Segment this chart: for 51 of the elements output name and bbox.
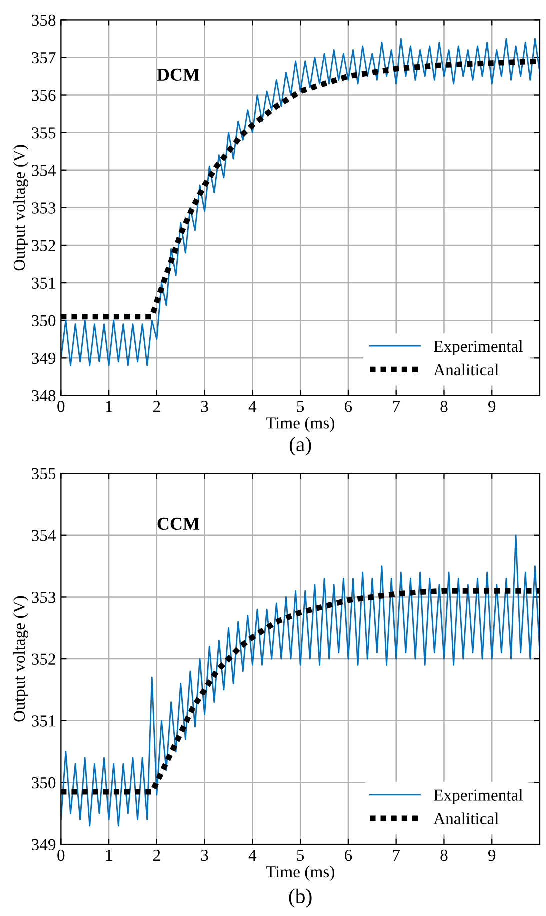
text: (a): [290, 436, 312, 456]
y-tick-label: 352: [32, 240, 56, 252]
x-tick-label: 8: [440, 850, 448, 862]
y-tick-label: 350: [32, 777, 56, 789]
y-tick-label: 355: [32, 128, 56, 139]
y-tick-label: 353: [32, 592, 56, 604]
annotation: DCM: [157, 68, 200, 82]
legend-label: Experimental: [434, 340, 523, 356]
x-axis-title: Time (ms): [266, 417, 334, 432]
y-tick-label: 349: [32, 839, 56, 850]
x-tick-label: 7: [393, 850, 400, 861]
x-tick-label: 7: [393, 401, 400, 412]
legend-label: Analitical: [434, 364, 499, 376]
y-tick-label: 348: [32, 390, 56, 402]
y-tick-label: 354: [32, 530, 56, 542]
x-tick-label: 3: [201, 401, 208, 412]
x-tick-label: 6: [345, 850, 352, 862]
x-tick-label: 4: [248, 401, 257, 412]
y-tick-label: 355: [32, 468, 56, 480]
x-tick-label: 0: [58, 850, 65, 862]
x-tick-label: 9: [488, 850, 496, 862]
legend-label: Experimental: [434, 789, 523, 804]
y-tick-label: 351: [32, 716, 56, 727]
x-axis-title: Time (ms): [266, 866, 334, 882]
x-tick-label: 2: [153, 401, 160, 412]
x-tick-label: 5: [297, 401, 304, 412]
y-axis-title: Output voltage (V): [13, 145, 29, 271]
x-tick-label: 4: [248, 850, 257, 861]
x-tick-label: 3: [201, 850, 208, 862]
y-tick-label: 351: [32, 278, 56, 289]
x-tick-label: 1: [106, 401, 112, 412]
x-tick-label: 0: [58, 401, 65, 412]
y-axis-title: Output voltage (V): [13, 596, 29, 722]
y-tick-label: 357: [32, 52, 56, 64]
y-tick-label: 353: [32, 202, 56, 214]
y-tick-label: 354: [32, 165, 56, 176]
y-tick-label: 358: [32, 14, 56, 26]
line-series: [61, 534, 540, 827]
legend-label: Analitical: [434, 812, 499, 824]
annotation: CCM: [158, 518, 200, 530]
x-tick-label: 9: [488, 401, 496, 412]
y-tick-label: 349: [32, 352, 56, 364]
x-tick-label: 2: [153, 850, 160, 861]
x-tick-label: 8: [440, 401, 448, 412]
y-tick-label: 352: [32, 654, 56, 666]
y-tick-label: 350: [32, 315, 56, 327]
x-tick-label: 5: [297, 850, 304, 862]
x-tick-label: 1: [106, 850, 112, 861]
x-tick-label: 6: [345, 401, 352, 412]
text: (b): [289, 888, 312, 908]
y-tick-label: 356: [32, 90, 56, 102]
